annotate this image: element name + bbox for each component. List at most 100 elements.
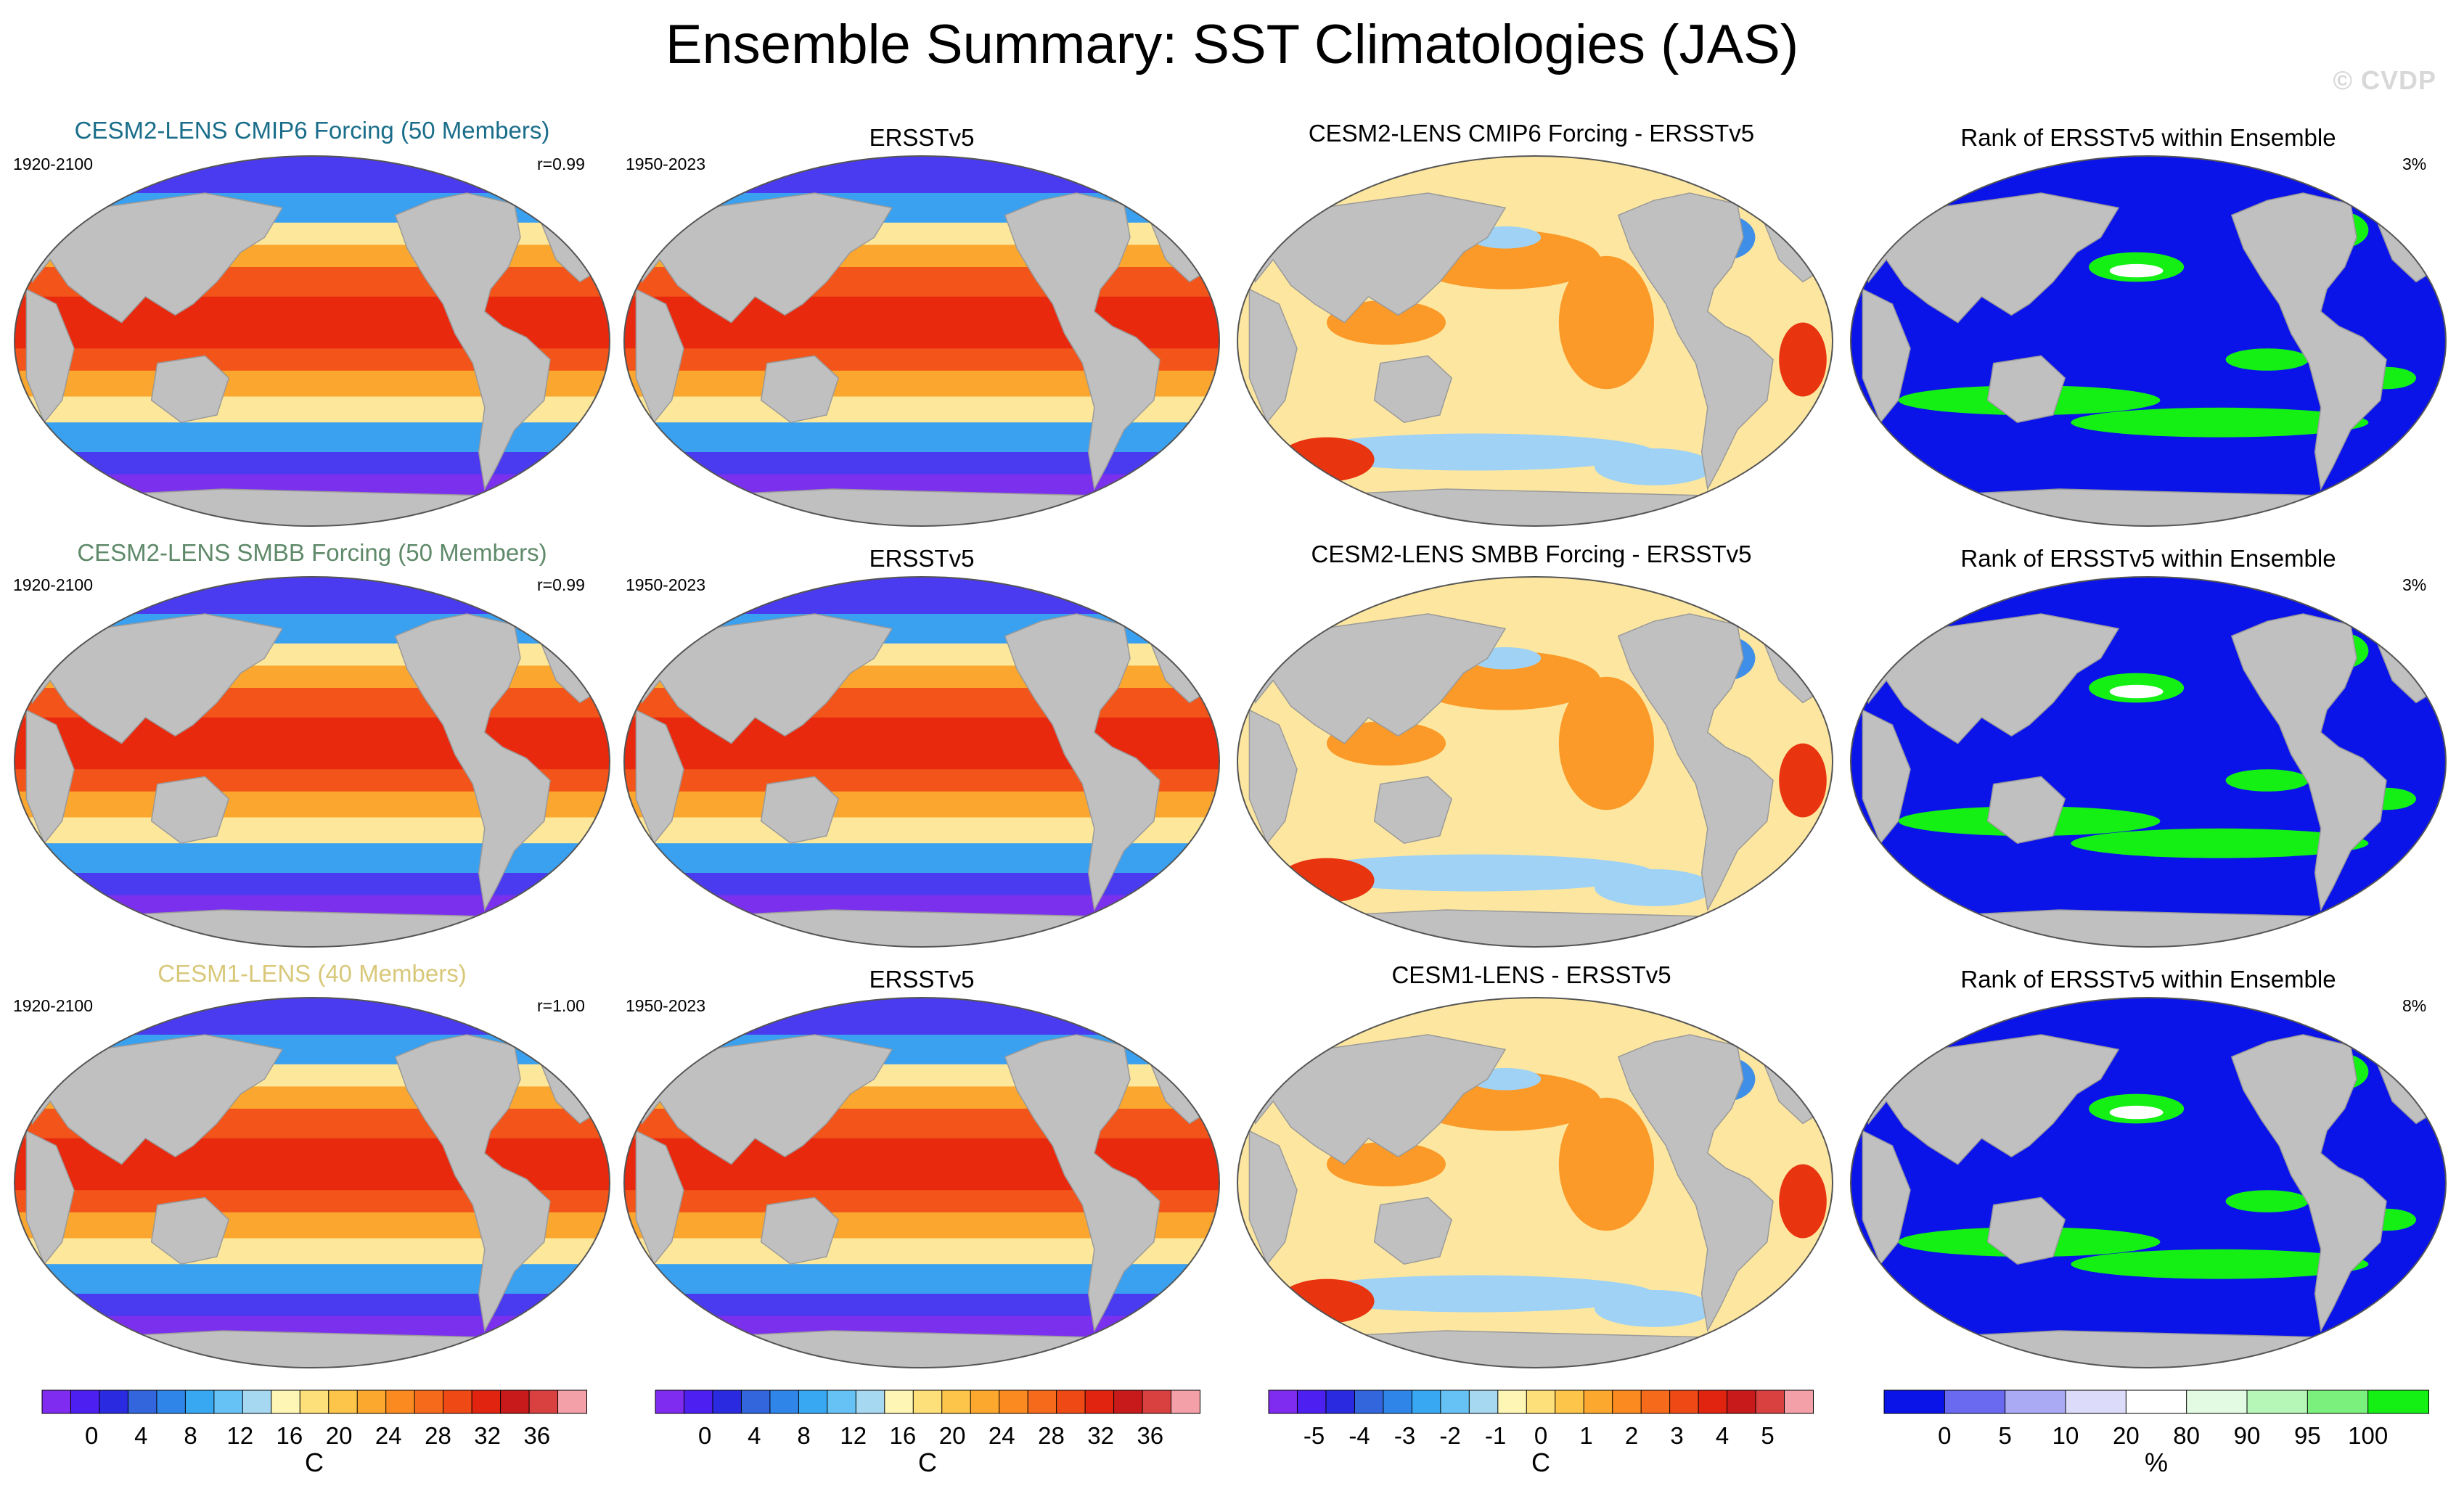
colorbar-tick-label: 4 [748, 1422, 761, 1449]
colorbar-tick-label: 8 [797, 1422, 810, 1449]
row3-model-title: CESM1-LENS (40 Members) [157, 960, 467, 987]
colorbar-swatch [299, 1389, 330, 1414]
colorbar-tick-label: 5 [1761, 1422, 1774, 1449]
map-border [14, 576, 610, 948]
colorbar-tick-label: -2 [1439, 1422, 1460, 1449]
colorbar-swatch [1526, 1389, 1556, 1414]
colorbar-swatch [1784, 1389, 1814, 1414]
map-panel-r1-c1 [15, 156, 610, 526]
colorbar-swatch [2065, 1389, 2127, 1414]
colorbar-swatch [70, 1389, 100, 1414]
row3-obs-years: 1950-2023 [626, 996, 705, 1015]
row2-rank-percent: 3% [2402, 575, 2427, 594]
colorbar-swatch [1325, 1389, 1356, 1414]
row1-model-years: 1920-2100 [13, 155, 93, 173]
colorbar-tick-label: 0 [1534, 1422, 1547, 1449]
map-border [1850, 997, 2447, 1368]
row2-model-years: 1920-2100 [13, 575, 93, 594]
map-panel-r3-c2 [624, 998, 1219, 1368]
colorbar-tick-label: 0 [1938, 1422, 1951, 1449]
colorbar-swatch [1468, 1389, 1499, 1414]
colorbar-swatch [1640, 1389, 1671, 1414]
colorbar-swatch [2246, 1389, 2309, 1414]
colorbar-tick-label: 0 [85, 1422, 98, 1449]
colorbar-tick-label: 20 [2113, 1422, 2140, 1449]
colorbar-swatch [1944, 1389, 2006, 1414]
colorbar-swatch [2125, 1389, 2187, 1414]
colorbar-2: 0 4 8 12 16 20 24 28 32 36 C [655, 1389, 1201, 1477]
map-border [1237, 997, 1833, 1368]
colorbar-swatch [2186, 1389, 2248, 1414]
colorbar-swatch [184, 1389, 215, 1414]
row3-obs-title: ERSSTv5 [869, 966, 975, 993]
colorbar-swatch [1027, 1389, 1057, 1414]
colorbar-swatch [156, 1389, 187, 1414]
row2-model-title: CESM2-LENS SMBB Forcing (50 Members) [77, 539, 547, 566]
colorbar-tick-label: -4 [1348, 1422, 1370, 1449]
colorbar-swatch [999, 1389, 1029, 1414]
colorbar-tick-label: 5 [1998, 1422, 2011, 1449]
map-panel-r1-c2 [624, 156, 1219, 526]
colorbar-swatch [1084, 1389, 1115, 1414]
colorbar-swatch [1669, 1389, 1700, 1414]
colorbar-swatch [1354, 1389, 1384, 1414]
colorbar-tick-label: 20 [326, 1422, 353, 1449]
map-panel-r2-c3 [1237, 577, 1833, 947]
map-panel-r3-c1 [15, 998, 610, 1368]
map-border [1237, 155, 1833, 527]
colorbar-swatch [557, 1389, 587, 1414]
colorbar-swatch [328, 1389, 359, 1414]
colorbar-swatch [271, 1389, 301, 1414]
colorbar-1: 0 4 8 12 16 20 24 28 32 36 C [41, 1389, 587, 1477]
colorbar-swatch [1612, 1389, 1642, 1414]
colorbar-tick-label: 90 [2234, 1422, 2261, 1449]
map-border [1237, 576, 1833, 948]
colorbar-unit-label: C [918, 1448, 937, 1477]
colorbar-swatch [242, 1389, 272, 1414]
colorbar-swatch [2005, 1389, 2067, 1414]
colorbar-swatch [99, 1389, 129, 1414]
colorbar-swatch [912, 1389, 943, 1414]
row2-obs-title: ERSSTv5 [869, 545, 975, 572]
colorbar-tick-label: 28 [425, 1422, 451, 1449]
colorbar-swatch [1268, 1389, 1298, 1414]
colorbar-swatch [1698, 1389, 1728, 1414]
colorbar-tick-label: 16 [277, 1422, 303, 1449]
colorbar-tick-label: 8 [184, 1422, 197, 1449]
map-panel-r2-c4 [1851, 577, 2446, 947]
row2-rank-title: Rank of ERSSTv5 within Ensemble [1960, 545, 2336, 572]
colorbar-unit-label: C [305, 1448, 324, 1477]
colorbar-tick-label: 36 [523, 1422, 550, 1449]
map-border [623, 155, 1220, 527]
colorbar-swatch [2307, 1389, 2369, 1414]
colorbar-tick-label: 20 [939, 1422, 966, 1449]
cvdp-watermark: © CVDP [2333, 65, 2436, 95]
colorbar-swatch [970, 1389, 1000, 1414]
map-border [1850, 576, 2447, 948]
colorbar-swatch [855, 1389, 885, 1414]
colorbar-swatch [1883, 1389, 1946, 1414]
colorbar-tick-label: 0 [698, 1422, 711, 1449]
colorbar-swatch [2367, 1389, 2430, 1414]
colorbar-swatch [356, 1389, 387, 1414]
row3-rank-title: Rank of ERSSTv5 within Ensemble [1960, 966, 2336, 993]
colorbar-swatch [941, 1389, 972, 1414]
row1-diff-title: CESM2-LENS CMIP6 Forcing - ERSSTv5 [1308, 120, 1755, 147]
map-panel-r1-c4 [1851, 156, 2446, 526]
map-panel-r3-c3 [1237, 998, 1833, 1368]
colorbar-tick-label: 1 [1579, 1422, 1592, 1449]
row3-diff-title: CESM1-LENS - ERSSTv5 [1391, 961, 1671, 988]
row2-diff-title: CESM2-LENS SMBB Forcing - ERSSTv5 [1311, 541, 1752, 567]
colorbar-tick-label: 12 [840, 1422, 867, 1449]
colorbar-tick-label: 28 [1038, 1422, 1065, 1449]
colorbar-unit-label: % [2145, 1448, 2168, 1477]
colorbar-tick-label: 4 [1716, 1422, 1729, 1449]
map-panel-r3-c4 [1851, 998, 2446, 1368]
colorbar-swatch [1755, 1389, 1785, 1414]
colorbar-swatch [1142, 1389, 1172, 1414]
colorbar-tick-label: 12 [226, 1422, 253, 1449]
colorbar-swatch [740, 1389, 771, 1414]
colorbar-swatch [1296, 1389, 1327, 1414]
colorbar-swatch [1440, 1389, 1470, 1414]
